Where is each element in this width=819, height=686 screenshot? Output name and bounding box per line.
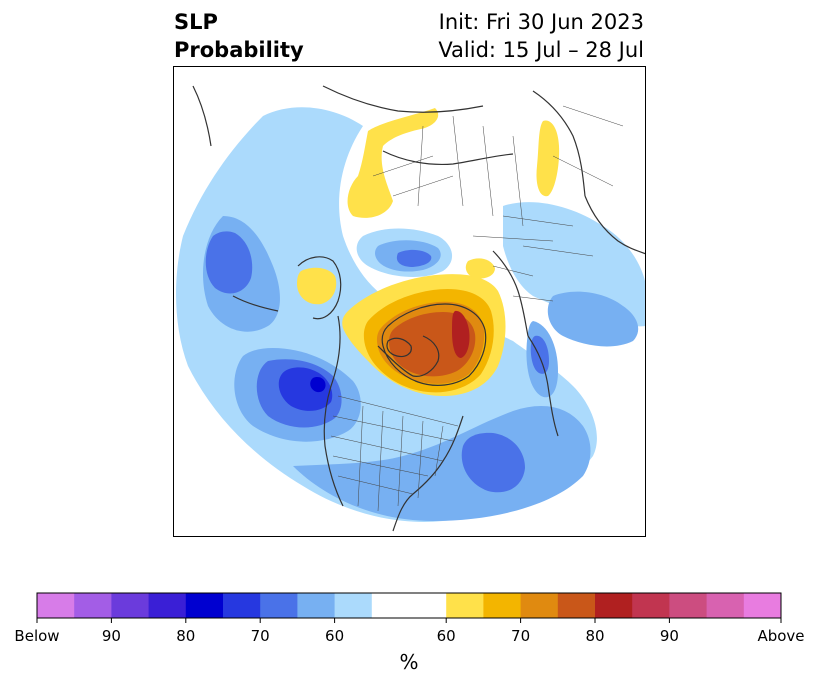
political-borders	[330, 105, 624, 512]
map-title: SLP Probability	[174, 8, 304, 64]
colorbar-tick-label: 70	[511, 627, 530, 645]
colorbar-cell	[260, 593, 298, 618]
colorbar-cell	[297, 593, 336, 618]
colorbar-tick-label: 60	[325, 627, 344, 645]
coastlines	[192, 85, 646, 532]
colorbar-frame	[36, 592, 782, 619]
colorbar-tick-label: 70	[251, 627, 270, 645]
colorbar-tick-label: 80	[176, 627, 195, 645]
region-pacific-blue	[205, 231, 253, 294]
region-alaska-yellow	[297, 267, 337, 305]
region-greenland-red	[452, 310, 470, 358]
title-line-1: SLP	[174, 10, 218, 34]
colorbar-tick-label: 90	[102, 627, 121, 645]
colorbar-cell	[446, 593, 484, 618]
colorbar-cell	[595, 593, 633, 618]
region-arctic-blue	[396, 249, 432, 267]
colorbar-cell	[483, 593, 522, 618]
region-scandinavia-yellow	[465, 258, 495, 279]
forecast-dates: Init: Fri 30 Jun 2023 Valid: 15 Jul – 28…	[438, 8, 644, 64]
colorbar-cell	[706, 593, 745, 618]
colorbar: Below 90 80 70 60 60 70 80 90 Above %	[14, 592, 805, 674]
region-russia-light	[503, 202, 646, 327]
colorbar-cell	[669, 593, 708, 618]
region-npacific-deepblue	[310, 377, 326, 393]
colorbar-cell	[74, 593, 112, 618]
region-canada-yellow	[347, 108, 439, 218]
map-frame	[173, 66, 646, 537]
colorbar-tick-label: Below	[14, 627, 59, 645]
colorbar-cells	[37, 593, 782, 618]
colorbar-ticks: Below 90 80 70 60 60 70 80 90 Above	[14, 618, 805, 645]
region-siberia-mid	[547, 291, 639, 347]
colorbar-cell	[520, 593, 559, 618]
colorbar-cell	[111, 593, 150, 618]
colorbar-tick-label: Above	[757, 627, 804, 645]
colorbar-cell	[185, 593, 224, 618]
title-line-2: Probability	[174, 38, 304, 62]
region-siberia-yellow	[536, 120, 560, 197]
region-europe-blue	[530, 335, 549, 374]
colorbar-tick-label: 90	[660, 627, 679, 645]
colorbar-cell	[148, 593, 187, 618]
colorbar-cell	[632, 593, 670, 618]
probability-map	[173, 66, 646, 537]
valid-period: Valid: 15 Jul – 28 Jul	[438, 38, 644, 62]
init-date: Init: Fri 30 Jun 2023	[438, 10, 644, 34]
region-atlantic-blue	[461, 432, 525, 493]
colorbar-cell	[557, 593, 596, 618]
colorbar-tick-label: 80	[585, 627, 604, 645]
colorbar-cell	[371, 593, 447, 618]
colorbar-cell	[37, 593, 75, 618]
colorbar-cell	[334, 593, 373, 618]
colorbar-tick-label: 60	[437, 627, 456, 645]
colorbar-cell	[223, 593, 261, 618]
colorbar-unit: %	[399, 650, 418, 674]
colorbar-cell	[743, 593, 782, 618]
